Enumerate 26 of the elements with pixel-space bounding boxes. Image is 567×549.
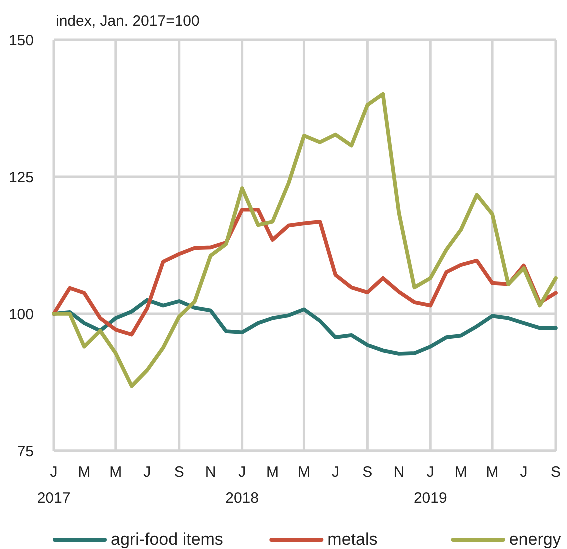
- x-tick-label: J 2017: [37, 464, 71, 507]
- y-tick-label: 75: [17, 443, 34, 460]
- x-tick-label: M: [110, 464, 122, 481]
- line-series: [52, 92, 558, 388]
- x-tick-label: J 2018: [226, 464, 259, 507]
- x-tick-label: J: [332, 464, 340, 481]
- x-tick-label: M: [486, 464, 499, 481]
- x-tick-label: N: [205, 464, 216, 481]
- x-tick-label: J 2019: [414, 464, 448, 507]
- x-tick-label: M: [454, 464, 468, 481]
- x-tick-label: M: [298, 464, 310, 481]
- x-tick-label: J: [520, 464, 528, 481]
- legend-label: metals: [328, 530, 378, 549]
- x-tick-label: M: [266, 464, 280, 481]
- legend-label: agri-food items: [111, 530, 224, 549]
- legend-label: energy: [509, 530, 562, 549]
- x-tick-label: N: [394, 464, 405, 481]
- x-tick-label: S: [550, 464, 562, 481]
- x-tick-label: J: [144, 464, 152, 481]
- x-tick-label: M: [78, 464, 91, 481]
- y-tick-label: 125: [8, 169, 34, 186]
- y-axis-title: index, Jan. 2017=100: [56, 13, 200, 30]
- y-tick-label: 100: [8, 306, 34, 324]
- x-tick-label: S: [362, 464, 373, 481]
- y-tick-label: 150: [8, 32, 34, 50]
- x-tick-label: S: [174, 464, 184, 481]
